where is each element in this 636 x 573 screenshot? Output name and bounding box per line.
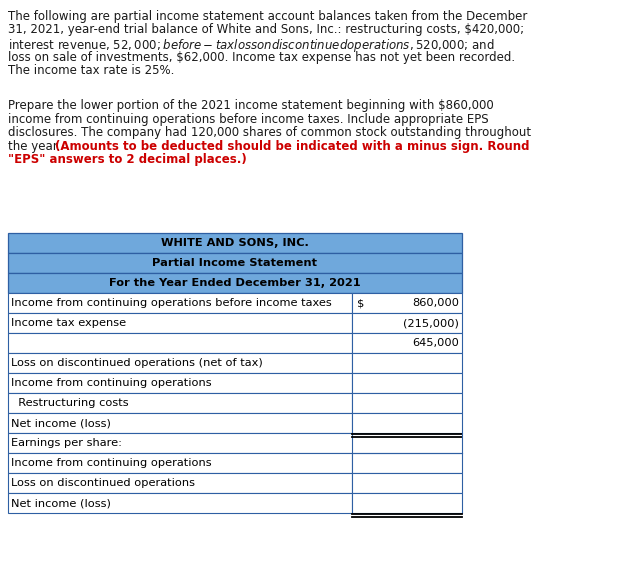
Text: Net income (loss): Net income (loss) [11, 498, 111, 508]
Bar [8, 293, 352, 313]
Bar [352, 413, 462, 433]
Bar [8, 353, 352, 373]
Text: "EPS" answers to 2 decimal places.): "EPS" answers to 2 decimal places.) [8, 153, 247, 166]
Bar [8, 373, 352, 393]
Text: Income from continuing operations before income taxes: Income from continuing operations before… [11, 298, 332, 308]
Bar [8, 233, 462, 253]
Text: (215,000): (215,000) [403, 318, 459, 328]
Text: For the Year Ended December 31, 2021: For the Year Ended December 31, 2021 [109, 278, 361, 288]
Text: loss on sale of investments, $62,000. Income tax expense has not yet been record: loss on sale of investments, $62,000. In… [8, 50, 515, 64]
Bar [352, 333, 462, 353]
Text: Income tax expense: Income tax expense [11, 318, 126, 328]
Bar [8, 273, 462, 293]
Bar [352, 293, 462, 313]
Bar [8, 253, 462, 273]
Bar [8, 493, 352, 513]
Bar [8, 453, 352, 473]
Text: 645,000: 645,000 [412, 338, 459, 348]
Text: the year.: the year. [8, 140, 64, 152]
Text: Prepare the lower portion of the 2021 income statement beginning with $860,000: Prepare the lower portion of the 2021 in… [8, 99, 494, 112]
Text: Loss on discontinued operations: Loss on discontinued operations [11, 478, 195, 488]
Text: Earnings per share:: Earnings per share: [11, 438, 122, 448]
Bar [8, 473, 352, 493]
Text: (Amounts to be deducted should be indicated with a minus sign. Round: (Amounts to be deducted should be indica… [55, 140, 530, 152]
Text: income from continuing operations before income taxes. Include appropriate EPS: income from continuing operations before… [8, 113, 488, 125]
Text: 31, 2021, year-end trial balance of White and Sons, Inc.: restructuring costs, $: 31, 2021, year-end trial balance of Whit… [8, 23, 524, 37]
Bar [8, 413, 352, 433]
Bar [352, 353, 462, 373]
Bar [8, 393, 352, 413]
Bar [352, 393, 462, 413]
Text: 860,000: 860,000 [412, 298, 459, 308]
Bar [352, 473, 462, 493]
Text: disclosures. The company had 120,000 shares of common stock outstanding througho: disclosures. The company had 120,000 sha… [8, 126, 531, 139]
Bar [352, 313, 462, 333]
Bar [8, 313, 352, 333]
Text: Income from continuing operations: Income from continuing operations [11, 458, 212, 468]
Text: WHITE AND SONS, INC.: WHITE AND SONS, INC. [161, 238, 309, 248]
Text: Income from continuing operations: Income from continuing operations [11, 378, 212, 388]
Bar [352, 373, 462, 393]
Text: $: $ [357, 298, 364, 308]
Bar [352, 493, 462, 513]
Text: The following are partial income statement account balances taken from the Decem: The following are partial income stateme… [8, 10, 527, 23]
Text: Partial Income Statement: Partial Income Statement [153, 258, 317, 268]
Bar [8, 433, 352, 453]
Bar [352, 453, 462, 473]
Bar [8, 333, 352, 353]
Text: Loss on discontinued operations (net of tax): Loss on discontinued operations (net of … [11, 358, 263, 368]
Text: Net income (loss): Net income (loss) [11, 418, 111, 428]
Text: The income tax rate is 25%.: The income tax rate is 25%. [8, 64, 174, 77]
Text: interest revenue, $52,000; before-tax loss on discontinued operations, $520,000;: interest revenue, $52,000; before-tax lo… [8, 37, 494, 54]
Text: Restructuring costs: Restructuring costs [11, 398, 128, 408]
